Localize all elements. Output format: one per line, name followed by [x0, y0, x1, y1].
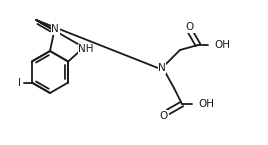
Text: O: O — [160, 111, 168, 121]
Text: N: N — [158, 63, 166, 73]
Text: O: O — [186, 22, 194, 32]
Text: NH: NH — [78, 45, 94, 55]
Text: N: N — [51, 25, 59, 35]
Text: OH: OH — [214, 40, 230, 50]
Text: I: I — [18, 77, 21, 87]
Text: OH: OH — [198, 99, 214, 109]
